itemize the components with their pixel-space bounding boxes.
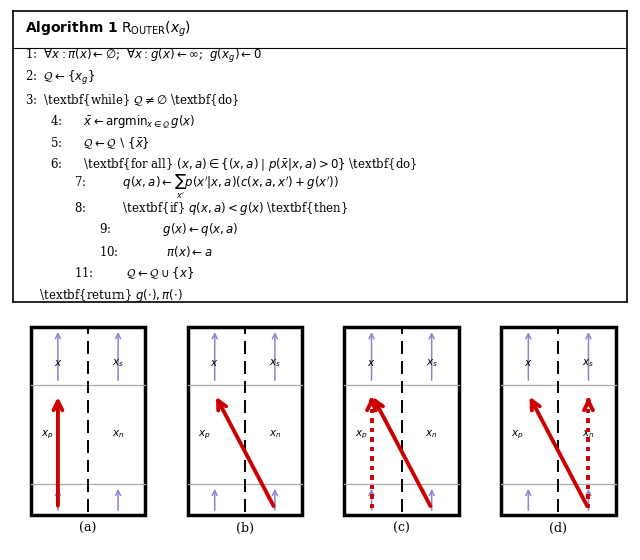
Text: 7:          $q(x,a) \leftarrow \sum_{x^{\prime}} p(x^{\prime}|x,a)(c(x,a,x^{\pri: 7: $q(x,a) \leftarrow \sum_{x^{\prime}} … [74,172,339,201]
Text: 1:  $\forall x : \pi(x) \leftarrow \varnothing$;  $\forall x : g(x) \leftarrow \: 1: $\forall x : \pi(x) \leftarrow \varno… [25,48,262,66]
Text: $x$: $x$ [211,358,219,368]
Text: 2:  $\mathcal{Q} \leftarrow \{x_g\}$: 2: $\mathcal{Q} \leftarrow \{x_g\}$ [25,69,95,87]
Text: 6:      \textbf{for all} $(x, a) \in \{(x,a) \mid p(\bar{x}|x,a) > 0\}$ \textbf{: 6: \textbf{for all} $(x, a) \in \{(x,a) … [50,156,417,174]
Text: $x$: $x$ [54,358,62,368]
Bar [501,327,616,515]
Bar [188,327,302,515]
Text: $x_p$: $x_p$ [41,428,54,441]
Bar [344,327,459,515]
Text: (c): (c) [393,522,410,535]
Text: $x_s$: $x_s$ [426,357,438,369]
Text: 9:              $g(x) \leftarrow q(x,a)$: 9: $g(x) \leftarrow q(x,a)$ [99,222,238,239]
Text: $x_p$: $x_p$ [198,428,211,441]
Text: (d): (d) [549,522,568,535]
Text: $x$: $x$ [367,358,376,368]
Text: 10:             $\pi(x) \leftarrow a$: 10: $\pi(x) \leftarrow a$ [99,244,212,259]
Text: $\mathbf{Algorithm\ 1}$ $\mathrm{R_{OUTER}}(x_g)$: $\mathbf{Algorithm\ 1}$ $\mathrm{R_{OUTE… [25,20,191,39]
Text: (a): (a) [79,522,97,535]
Text: $x_n$: $x_n$ [112,428,124,441]
Text: 5:      $\mathcal{Q} \leftarrow \mathcal{Q} \setminus \{\bar{x}\}$: 5: $\mathcal{Q} \leftarrow \mathcal{Q} \… [50,135,150,151]
Text: $x$: $x$ [524,358,532,368]
Text: \textbf{return} $g(\cdot), \pi(\cdot)$: \textbf{return} $g(\cdot), \pi(\cdot)$ [25,287,183,304]
Text: 4:      $\bar{x} \leftarrow \mathrm{argmin}_{x \in \mathcal{Q}}\, g(x)$: 4: $\bar{x} \leftarrow \mathrm{argmin}_{… [50,113,195,130]
Text: $x_s$: $x_s$ [582,357,595,369]
Text: $x_p$: $x_p$ [511,428,524,441]
Text: $x_n$: $x_n$ [582,428,595,441]
Text: 8:          \textbf{if} $q(x,a) < g(x)$ \textbf{then}: 8: \textbf{if} $q(x,a) < g(x)$ \textbf{t… [74,200,348,217]
Text: $x_s$: $x_s$ [112,357,124,369]
Text: $x_p$: $x_p$ [355,428,367,441]
Text: (b): (b) [236,522,254,535]
Text: $x_n$: $x_n$ [426,428,438,441]
Text: $x_n$: $x_n$ [269,428,281,441]
Text: 3:  \textbf{while} $\mathcal{Q} \neq \varnothing$ \textbf{do}: 3: \textbf{while} $\mathcal{Q} \neq \var… [25,92,239,108]
Bar [31,327,145,515]
Text: $x_s$: $x_s$ [269,357,281,369]
Text: 11:         $\mathcal{Q} \leftarrow \mathcal{Q} \cup \{x\}$: 11: $\mathcal{Q} \leftarrow \mathcal{Q} … [74,265,195,281]
